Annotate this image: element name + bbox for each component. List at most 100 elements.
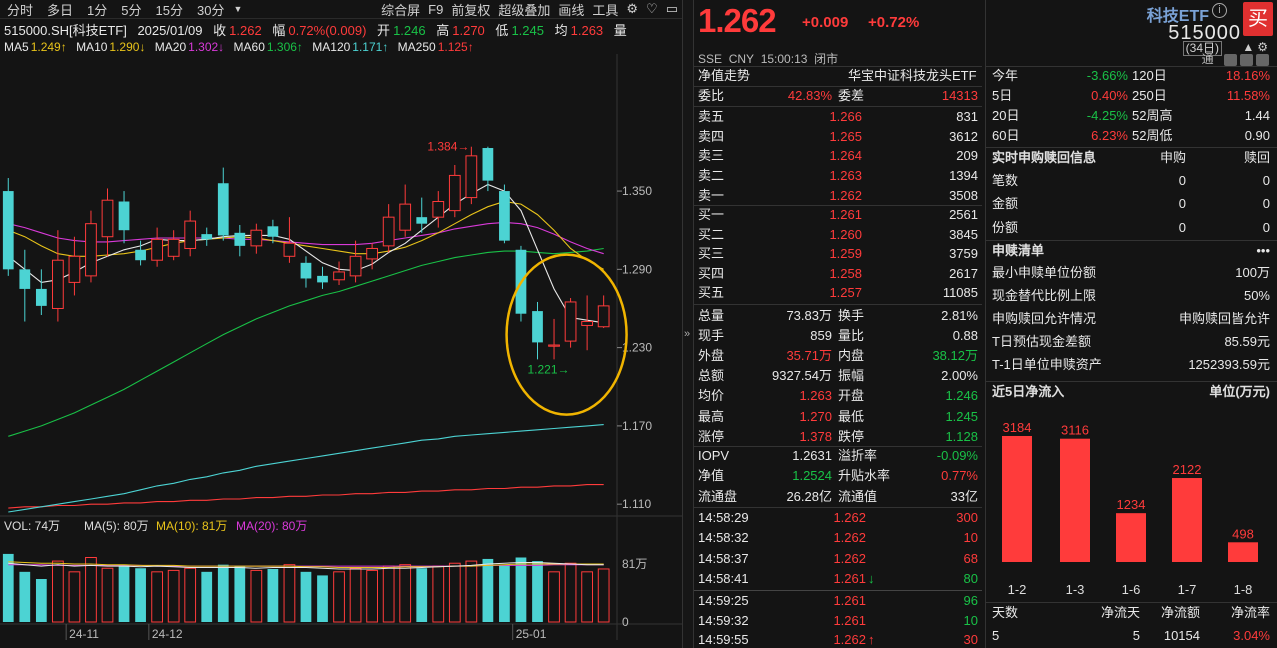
perf-value: -3.66% bbox=[1086, 68, 1128, 83]
info-amp: 0.72%(0.009) bbox=[288, 23, 367, 38]
tab-composite[interactable]: 综合屏 bbox=[381, 2, 421, 18]
candle-body bbox=[217, 183, 229, 236]
inflow-bar-value: 3184 bbox=[1003, 420, 1032, 435]
candle-body bbox=[201, 234, 213, 240]
tick-row: 14:59:32 1.261 10 bbox=[694, 611, 982, 631]
stat-label: 最低 bbox=[838, 408, 865, 424]
gear-icon[interactable]: ⚙ bbox=[626, 1, 639, 16]
candle-body bbox=[135, 249, 146, 261]
tab-intraday[interactable]: 分时 bbox=[7, 2, 34, 18]
bid-label: 买二 bbox=[698, 226, 725, 242]
tab-multiday[interactable]: 多日 bbox=[47, 2, 74, 18]
ma120-value: 1.171↑ bbox=[352, 40, 389, 54]
quote-time: 15:00:13 bbox=[760, 52, 808, 66]
buy-button[interactable]: 买 bbox=[1243, 2, 1273, 36]
inflow-bar bbox=[1172, 478, 1202, 562]
tab-5min[interactable]: 5分 bbox=[121, 2, 142, 18]
candle bbox=[217, 167, 229, 241]
volume-bar bbox=[267, 568, 279, 622]
link-icon[interactable] bbox=[1240, 53, 1253, 66]
info-close-label: 收 bbox=[213, 23, 227, 38]
bid-label: 买五 bbox=[698, 285, 725, 301]
volume-bar bbox=[201, 571, 213, 622]
subredeem-row: T日预估现金差额 85.59元 bbox=[986, 332, 1277, 352]
stat-row: 最高 1.270 最低 1.245 bbox=[694, 407, 982, 427]
vol-ma10-label: MA(10): 81万 bbox=[156, 519, 227, 533]
low-label: 1.221→ bbox=[528, 362, 570, 376]
candle bbox=[19, 249, 31, 322]
tab-tools[interactable]: 工具 bbox=[592, 2, 619, 18]
candle-body bbox=[250, 229, 263, 247]
candle-body bbox=[2, 191, 14, 270]
stat-value: 1.378 bbox=[799, 428, 832, 444]
ma5-value: 1.249↑ bbox=[30, 40, 67, 54]
more-icon: ••• bbox=[1256, 243, 1270, 258]
volume-bar bbox=[217, 564, 229, 622]
tab-1min[interactable]: 1分 bbox=[87, 2, 108, 18]
ask-label: 卖一 bbox=[698, 187, 725, 203]
kline-chart[interactable]: 1.350 1.290 1.230 1.170 1.110 1.384→ 1.221→ VOL… bbox=[0, 0, 682, 648]
etf-stat-label: 流通盘 bbox=[698, 488, 738, 504]
arrow-down-icon: ↓ bbox=[868, 570, 875, 586]
tab-super-overlay[interactable]: 超级叠加 bbox=[498, 2, 551, 18]
vol-label: VOL: 74万 bbox=[4, 519, 60, 533]
bid-volume: 2561 bbox=[949, 207, 978, 222]
weibi-value: 42.83% bbox=[787, 88, 832, 103]
expand-icon[interactable]: » bbox=[684, 328, 691, 340]
candle bbox=[68, 236, 81, 296]
tick-price: 1.261 bbox=[833, 570, 866, 586]
tick-row: 14:58:32 1.262 10 bbox=[694, 528, 982, 548]
ask-volume: 1394 bbox=[949, 168, 978, 184]
period-badge[interactable]: (34日) bbox=[1182, 41, 1222, 56]
candle-body bbox=[283, 242, 296, 257]
inflow-bar-date: 1-3 bbox=[1066, 582, 1085, 597]
briefcase-icon[interactable]: ▭ bbox=[665, 1, 678, 16]
realtime-label: 份额 bbox=[992, 219, 1019, 235]
stat-value: 38.12万 bbox=[932, 348, 978, 364]
realtime-row: 金额 0 0 bbox=[986, 194, 1277, 214]
share-icon[interactable] bbox=[1256, 53, 1269, 66]
tab-30min[interactable]: 30分 bbox=[196, 2, 225, 18]
inflow-header: 近5日净流入 单位(万元) bbox=[986, 382, 1277, 402]
ask-row: 卖四 1.265 3612 bbox=[694, 127, 982, 147]
caret-down-icon[interactable]: ▼ bbox=[233, 4, 243, 14]
candle bbox=[135, 240, 146, 266]
stat-value: 1.263 bbox=[799, 388, 832, 404]
info-avg: 1.263 bbox=[570, 23, 604, 38]
tab-f9[interactable]: F9 bbox=[428, 1, 444, 17]
candle-body bbox=[35, 288, 47, 306]
tick-row: 14:58:29 1.262 300 bbox=[694, 508, 982, 528]
perf-value: 1.44 bbox=[1244, 108, 1270, 123]
tab-forward-adjust[interactable]: 前复权 bbox=[451, 2, 491, 18]
tab-15min[interactable]: 15分 bbox=[155, 2, 183, 18]
etf-stat-value: 0.77% bbox=[941, 468, 978, 484]
etf-stat-label: IOPV bbox=[698, 448, 730, 463]
heart-icon[interactable]: ♡ bbox=[646, 1, 658, 16]
ask-label: 卖三 bbox=[698, 148, 725, 164]
pencil-icon[interactable] bbox=[1224, 53, 1237, 66]
candle-body bbox=[118, 201, 130, 231]
realtime-header: 实时申购赎回信息 申购 赎回 bbox=[986, 148, 1277, 168]
price-change-pct: +0.72% bbox=[868, 14, 920, 31]
perf-value: 6.23% bbox=[1091, 128, 1128, 143]
perf-row: 5日 0.40% 250日 11.58% bbox=[986, 86, 1277, 106]
up-triangle-icon[interactable]: ▲ bbox=[1242, 40, 1258, 54]
bid-row: 买三 1.259 3759 bbox=[694, 244, 982, 264]
realtime-redeem-value: 0 bbox=[1262, 173, 1270, 188]
volume-bar bbox=[499, 564, 510, 622]
etf-stat-label: 升贴水率 bbox=[838, 468, 891, 484]
exchange: SSE bbox=[698, 52, 723, 66]
ma5-line bbox=[7, 183, 604, 324]
tong-label: 通 bbox=[1201, 52, 1216, 66]
volume-bar bbox=[135, 568, 146, 622]
tab-draw-line[interactable]: 画线 bbox=[558, 2, 585, 18]
candle bbox=[564, 298, 577, 348]
perf-row: 20日 -4.25% 52周高 1.44 bbox=[986, 106, 1277, 126]
volume-bar bbox=[597, 568, 610, 623]
volume-bar bbox=[300, 571, 312, 622]
perf-label: 今年 bbox=[992, 68, 1019, 83]
ma250-label: MA250 bbox=[397, 40, 436, 54]
info-icon[interactable]: i bbox=[1212, 3, 1227, 18]
volume-bar bbox=[283, 564, 296, 623]
gear-icon[interactable]: ⚙ bbox=[1257, 40, 1271, 54]
